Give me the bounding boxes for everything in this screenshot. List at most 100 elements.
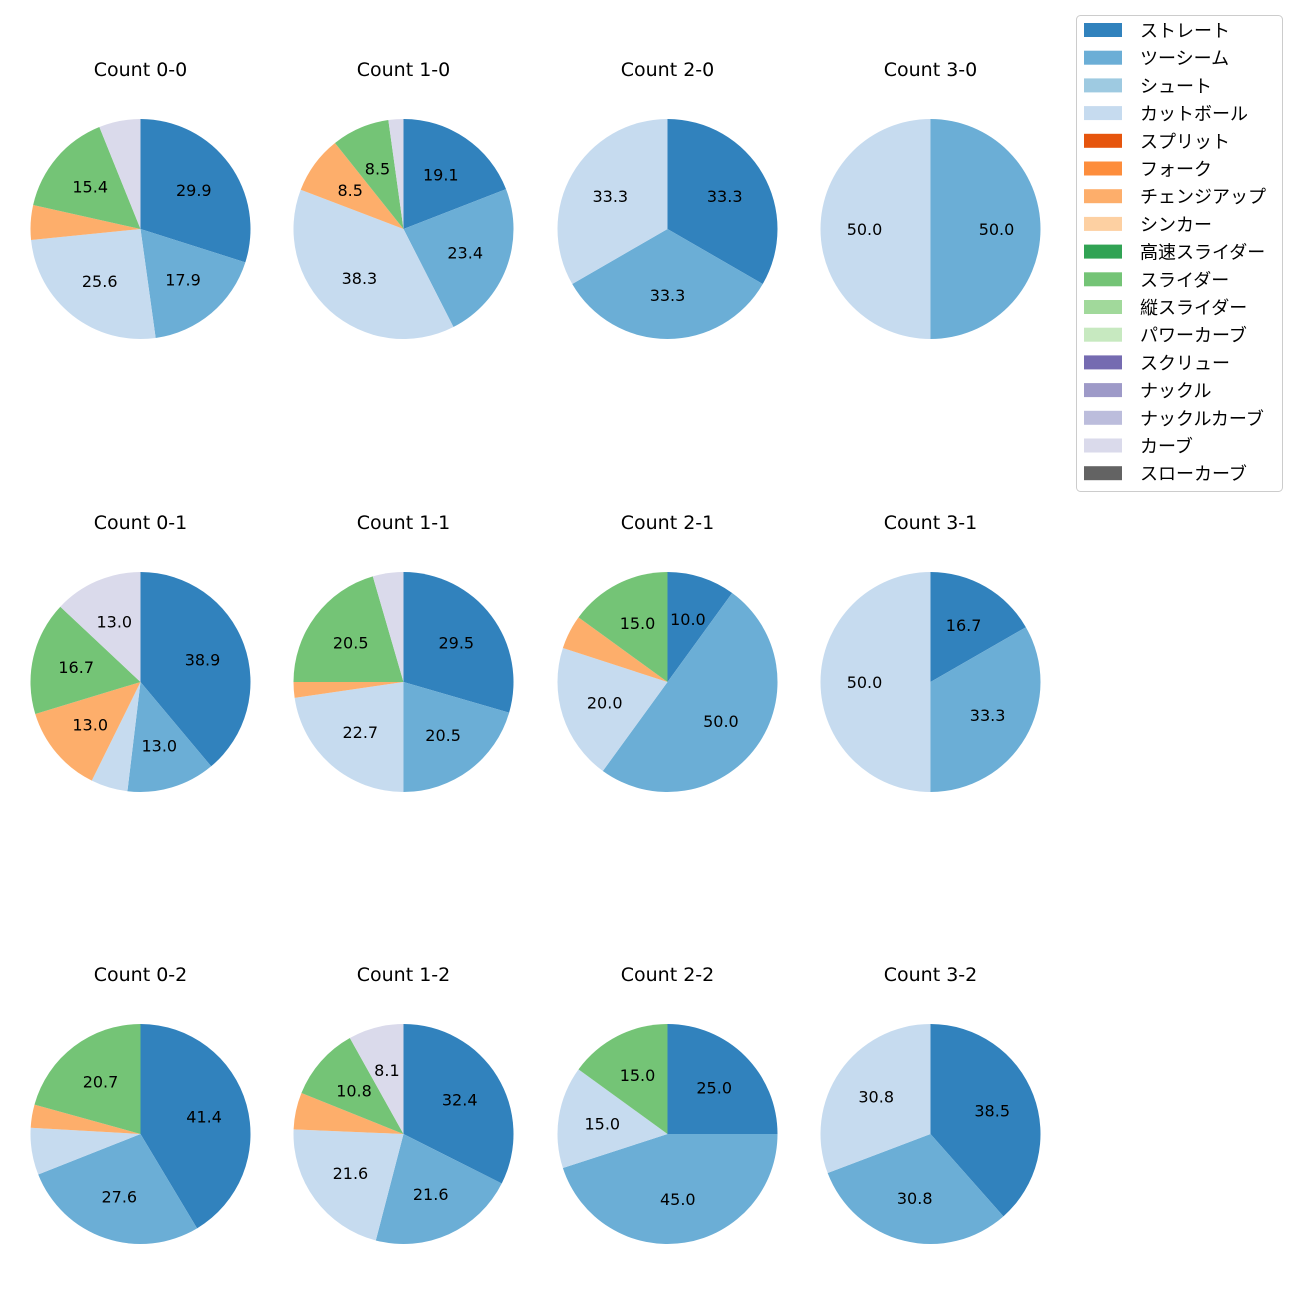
legend-label: ストレート [1140,21,1230,42]
pie-slice-count-3-1-2 [820,572,931,792]
slice-label: 21.6 [413,1185,449,1204]
pie-slice-count-0-0-2 [31,229,156,339]
slice-label: 17.9 [165,271,201,290]
pie-slice-count-1-1-2 [294,682,404,792]
slice-label: 10.0 [670,610,706,629]
pie-count-3-2: Count 3-2 38.5 30.8 30.8 [820,964,1041,1245]
pie-title: Count 1-0 [357,59,451,81]
legend-label: シュート [1140,76,1212,97]
legend-swatch [1084,50,1122,65]
slice-label: 29.9 [176,181,212,200]
slice-label: 21.6 [333,1164,369,1183]
pie-slice-count-2-1-4 [578,572,668,682]
pie-slice-count-2-1-2 [557,648,668,771]
legend-label: フォーク [1140,160,1212,181]
legend-label: スクリュー [1140,353,1230,374]
legend-swatch [1084,106,1122,121]
legend-label: パワーカーブ [1140,325,1247,347]
slice-label: 20.5 [425,726,461,745]
slice-label: 29.5 [438,633,474,652]
pie-count-1-0: Count 1-0 19.1 23.4 38.3 8.58.5 [293,59,514,340]
pie-slice-count-2-2-2 [557,1069,668,1168]
legend-label: スプリット [1140,132,1230,153]
slice-label: 38.3 [342,269,378,288]
pie-title: Count 0-0 [94,59,188,81]
slice-label: 45.0 [660,1190,696,1209]
legend: ストレートツーシームシュートカットボールスプリットフォークチェンジアップシンカー… [1076,15,1283,492]
pie-count-3-0: Count 3-0 50.0 50.0 [820,59,1041,339]
slice-label: 50.0 [979,220,1015,239]
pie-slice-count-3-2-2 [820,1024,931,1174]
pie-slice-count-1-2-3 [293,1092,404,1134]
pie-count-3-1: Count 3-1 16.7 33.3 50.0 [820,512,1041,793]
pie-slice-count-0-0-3 [30,205,141,241]
pie-slice-count-0-1-3 [35,682,141,781]
pie-panels: Count 0-0 29.9 17.9 25.6 15.4 Count 1-0 19.1 23… [30,59,1041,1245]
slice-label: 13.0 [141,736,177,755]
pie-title: Count 2-0 [621,59,715,81]
legend-swatch [1084,327,1122,342]
legend-label: カットボール [1140,104,1248,125]
pie-count-2-1: Count 2-1 10.0 50.0 20.0 15.0 [557,512,778,793]
pie-slice-count-1-1-0 [403,572,514,713]
pie-slice-count-1-0-2 [293,189,454,340]
pie-slice-count-2-2-1 [562,1134,778,1245]
pie-slice-count-2-2-0 [667,1024,778,1134]
legend-swatch [1084,78,1122,93]
pie-slice-count-0-1-5 [60,572,141,682]
legend-swatch [1084,133,1122,148]
slice-label: 20.5 [333,633,369,652]
pie-title: Count 0-1 [94,512,188,534]
slice-label: 38.9 [185,650,221,669]
slice-label: 33.3 [707,187,743,206]
pie-slice-count-0-1-2 [91,682,141,792]
pie-slice-count-1-0-0 [403,119,507,229]
legend-label: スローカーブ [1140,463,1247,485]
legend-label: カーブ [1140,436,1193,458]
legend-label: スライダー [1140,270,1229,291]
legend-frame [1076,15,1283,492]
pie-title: Count 2-2 [621,964,715,986]
pie-slice-count-0-0-0 [140,119,251,263]
pie-slice-count-2-2-3 [578,1024,668,1134]
legend-swatch [1084,355,1122,370]
slice-label: 8.5 [337,181,362,200]
legend-swatch [1084,466,1122,481]
slice-label: 16.7 [946,616,982,635]
slice-label: 10.8 [336,1081,372,1100]
pie-slice-count-2-0-2 [557,119,668,284]
slice-label: 25.0 [696,1078,732,1097]
slice-label: 30.8 [897,1189,933,1208]
slice-label: 23.4 [447,244,483,263]
pie-slice-count-0-0-5 [99,119,141,229]
legend-label: シンカー [1140,215,1212,236]
pie-slice-count-1-1-1 [403,682,510,792]
pie-slice-count-1-1-4 [293,576,404,682]
slice-label: 30.8 [858,1088,894,1107]
legend-swatch [1084,383,1122,398]
slice-label: 33.3 [650,286,686,305]
slice-label: 19.1 [423,166,459,185]
legend-swatch [1084,216,1122,231]
slice-label: 33.3 [592,187,628,206]
pie-slice-count-2-1-1 [602,593,778,793]
pie-count-2-0: Count 2-0 33.3 33.3 33.3 [557,59,778,339]
slice-label: 15.0 [620,614,656,633]
slice-label: 32.4 [442,1090,478,1109]
pie-slice-count-0-2-1 [38,1134,198,1245]
pie-count-0-0: Count 0-0 29.9 17.9 25.6 15.4 [30,59,251,339]
pie-count-0-2: Count 0-2 41.4 27.6 20.7 [30,964,251,1245]
legend-label: ツーシーム [1140,49,1229,70]
pie-slice-count-0-0-1 [140,229,246,338]
slice-label: 15.4 [72,177,108,196]
slice-label: 15.0 [584,1115,620,1134]
pie-slice-count-1-0-4 [334,120,404,229]
slice-label: 25.6 [82,272,118,291]
pie-slice-count-0-1-0 [140,572,251,767]
pie-slice-count-0-2-2 [30,1127,141,1175]
slice-label: 41.4 [186,1107,222,1126]
pie-slice-count-0-1-4 [30,606,141,715]
slice-label: 50.0 [847,673,883,692]
pie-title: Count 2-1 [621,512,715,534]
pie-slice-count-3-1-0 [930,572,1026,682]
